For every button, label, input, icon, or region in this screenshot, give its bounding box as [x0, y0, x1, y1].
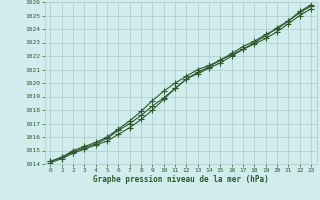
X-axis label: Graphe pression niveau de la mer (hPa): Graphe pression niveau de la mer (hPa): [93, 175, 269, 184]
